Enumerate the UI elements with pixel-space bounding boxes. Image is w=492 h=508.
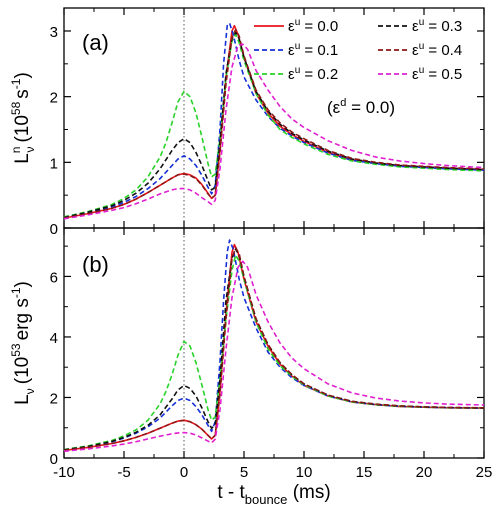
panel-b-ylabel: Lν(1053erg s-1) bbox=[9, 281, 37, 405]
panel-a-series-group bbox=[63, 22, 485, 220]
series-line bbox=[63, 248, 485, 451]
panel-b-ticks: 0 2 4 6 -10 -5 0 5 10 15 20 25 bbox=[50, 228, 492, 481]
series-line bbox=[63, 28, 485, 219]
y-tick-label: 4 bbox=[50, 330, 58, 347]
panel-a-legend: εu = 0.0 εu = 0.1 εu = 0.2 εu = 0.3 εu = 0.4… bbox=[254, 17, 462, 83]
x-tick-label: -10 bbox=[53, 464, 75, 481]
y-tick-label: 1 bbox=[50, 155, 58, 172]
panel-b-frame bbox=[63, 227, 485, 459]
series-line bbox=[63, 239, 485, 451]
y-tick-label: 6 bbox=[50, 269, 58, 286]
x-tick-label: 15 bbox=[356, 464, 373, 481]
series-line bbox=[63, 254, 485, 451]
series-line bbox=[63, 260, 485, 453]
x-tick-label: -5 bbox=[117, 464, 130, 481]
y-tick-label: 3 bbox=[50, 24, 58, 41]
legend-label: εu = 0.0 bbox=[288, 17, 338, 35]
legend-label: εu = 0.5 bbox=[412, 65, 462, 83]
legend-label: εu = 0.4 bbox=[412, 41, 462, 59]
series-line bbox=[63, 31, 485, 219]
x-tick-label: 20 bbox=[416, 464, 433, 481]
y-tick-label: 0 bbox=[50, 451, 58, 468]
x-tick-label: 10 bbox=[296, 464, 313, 481]
legend-label: εu = 0.3 bbox=[412, 17, 462, 35]
y-tick-label: 2 bbox=[50, 90, 58, 107]
y-tick-label: 2 bbox=[50, 390, 58, 407]
panel-b-label: (b) bbox=[82, 252, 109, 277]
series-line bbox=[63, 22, 485, 219]
legend-label: εu = 0.1 bbox=[288, 41, 338, 59]
legend-label: εu = 0.2 bbox=[288, 65, 338, 83]
x-tick-label: 0 bbox=[180, 464, 188, 481]
x-tick-label: 25 bbox=[476, 464, 492, 481]
panel-a-ylabel: Lnν(1058s-1) bbox=[9, 72, 37, 164]
panel-a-annotation: (εd = 0.0) bbox=[327, 97, 395, 117]
panel-a-label: (a) bbox=[82, 30, 109, 55]
series-line bbox=[63, 33, 485, 218]
panel-a-ticks: 0 1 2 3 bbox=[50, 8, 485, 238]
x-axis-label: t - tbounce (ms) bbox=[217, 482, 330, 507]
series-line bbox=[63, 246, 485, 452]
panel-b-series-group bbox=[63, 239, 485, 453]
series-line bbox=[63, 243, 485, 452]
x-tick-label: 5 bbox=[240, 464, 248, 481]
y-tick-label: 0 bbox=[50, 221, 58, 238]
